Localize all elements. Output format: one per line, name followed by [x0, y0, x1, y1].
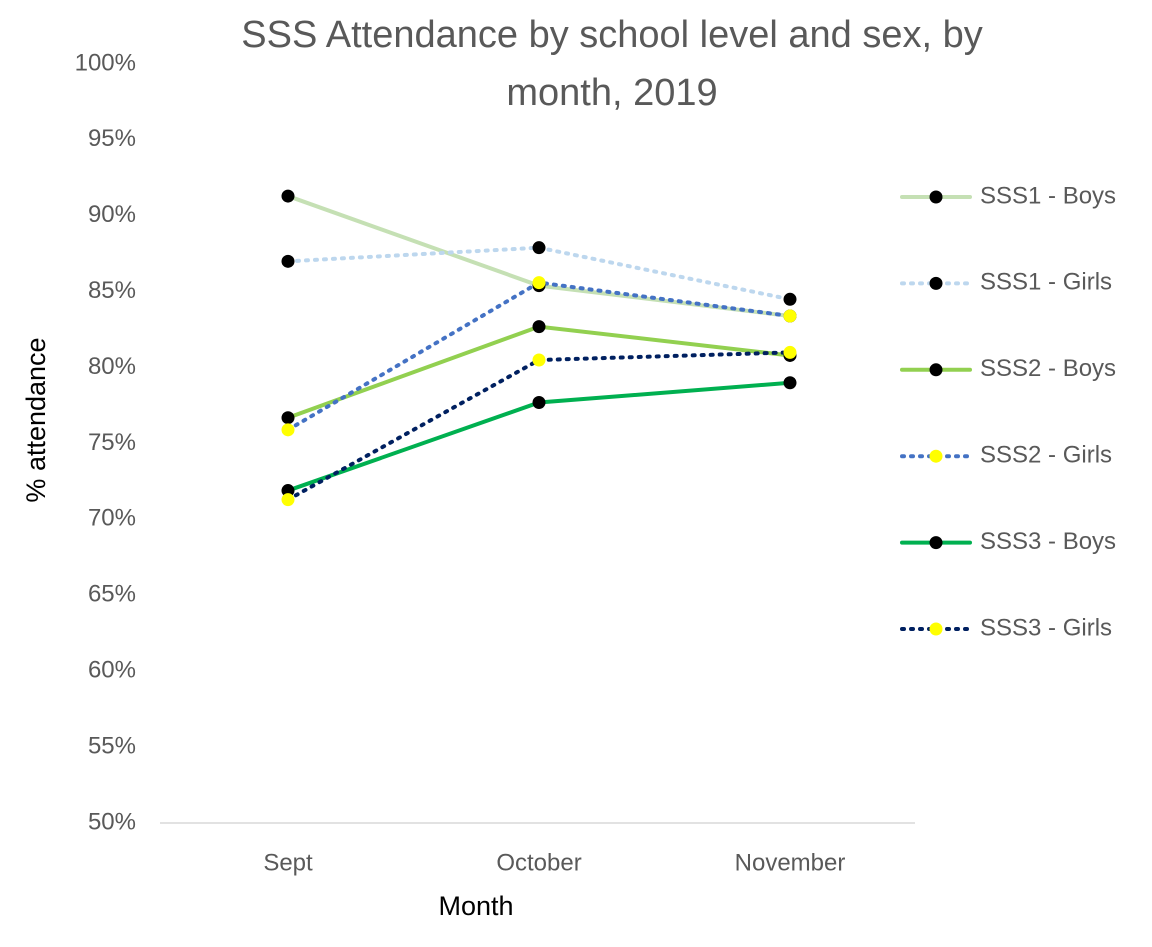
data-point — [532, 276, 546, 290]
legend-label: SSS3 - Boys — [980, 528, 1116, 555]
y-tick-label: 95% — [88, 125, 136, 152]
y-tick-label: 75% — [88, 429, 136, 456]
data-point — [281, 189, 295, 203]
legend-label: SSS2 - Boys — [980, 355, 1116, 382]
y-tick-label: 60% — [88, 657, 136, 684]
x-axis-label: Month — [438, 891, 513, 921]
data-point — [281, 423, 295, 437]
y-tick-label: 65% — [88, 581, 136, 608]
legend-marker — [929, 536, 943, 550]
y-tick-label: 70% — [88, 505, 136, 532]
data-point — [783, 376, 797, 390]
x-tick-label: October — [496, 849, 581, 876]
data-point — [783, 292, 797, 306]
data-point — [783, 345, 797, 359]
y-tick-label: 55% — [88, 732, 136, 759]
y-tick-label: 85% — [88, 277, 136, 304]
y-tick-label: 50% — [88, 808, 136, 835]
y-tick-label: 100% — [75, 49, 136, 76]
data-point — [532, 353, 546, 367]
y-axis-label: % attendance — [21, 337, 51, 502]
data-point — [532, 241, 546, 255]
data-point — [532, 320, 546, 334]
data-point — [783, 309, 797, 323]
y-tick-label: 80% — [88, 353, 136, 380]
series-line — [286, 350, 792, 502]
legend-marker — [929, 622, 943, 636]
x-tick-label: Sept — [263, 849, 313, 876]
y-tick-label: 90% — [88, 201, 136, 228]
data-point — [532, 396, 546, 410]
x-tick-label: November — [735, 849, 846, 876]
data-point — [281, 484, 295, 498]
legend-marker — [929, 190, 943, 204]
data-point — [281, 411, 295, 425]
legend-label: SSS1 - Girls — [980, 269, 1112, 296]
data-point — [281, 254, 295, 268]
legend-label: SSS3 - Girls — [980, 614, 1112, 641]
chart-title: SSS Attendance by school level and sex, … — [241, 14, 983, 114]
legend-label: SSS1 - Boys — [980, 182, 1116, 209]
legend-marker — [929, 449, 943, 463]
legend-marker — [929, 276, 943, 290]
data-point — [281, 493, 295, 507]
legend-label: SSS2 - Girls — [980, 442, 1112, 469]
legend-marker — [929, 363, 943, 377]
